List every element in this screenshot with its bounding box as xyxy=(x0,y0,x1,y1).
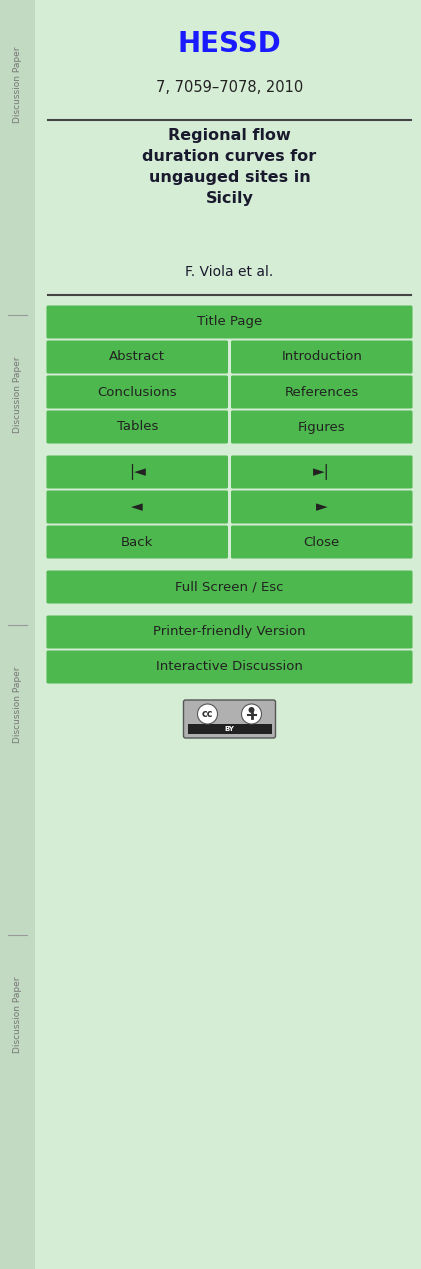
Text: Conclusions: Conclusions xyxy=(97,386,177,398)
Circle shape xyxy=(242,704,261,725)
Text: 7, 7059–7078, 2010: 7, 7059–7078, 2010 xyxy=(156,80,303,95)
FancyBboxPatch shape xyxy=(46,376,228,409)
Text: References: References xyxy=(285,386,359,398)
Text: Discussion Paper: Discussion Paper xyxy=(13,47,22,123)
Circle shape xyxy=(197,704,218,725)
FancyBboxPatch shape xyxy=(46,306,413,339)
FancyBboxPatch shape xyxy=(184,700,275,739)
Text: Back: Back xyxy=(121,536,153,548)
FancyBboxPatch shape xyxy=(231,456,413,489)
Text: Printer-friendly Version: Printer-friendly Version xyxy=(153,626,306,638)
Text: Close: Close xyxy=(304,536,340,548)
Bar xyxy=(187,725,272,733)
FancyBboxPatch shape xyxy=(231,410,413,443)
FancyBboxPatch shape xyxy=(46,651,413,684)
Text: Discussion Paper: Discussion Paper xyxy=(13,357,22,433)
Text: Title Page: Title Page xyxy=(197,316,262,329)
Text: HESSD: HESSD xyxy=(178,30,281,58)
Text: ►: ► xyxy=(316,500,328,514)
Text: Regional flow
duration curves for
ungauged sites in
Sicily: Regional flow duration curves for ungaug… xyxy=(142,128,317,206)
FancyBboxPatch shape xyxy=(46,615,413,648)
Text: Abstract: Abstract xyxy=(109,350,165,363)
Text: Full Screen / Esc: Full Screen / Esc xyxy=(175,580,284,594)
Bar xyxy=(0,0,35,1269)
FancyBboxPatch shape xyxy=(231,525,413,558)
FancyBboxPatch shape xyxy=(46,340,228,373)
FancyBboxPatch shape xyxy=(46,491,228,524)
Text: Discussion Paper: Discussion Paper xyxy=(13,666,22,744)
FancyBboxPatch shape xyxy=(46,456,228,489)
Text: ◄: ◄ xyxy=(131,500,143,514)
FancyBboxPatch shape xyxy=(231,491,413,524)
Text: Tables: Tables xyxy=(117,420,158,434)
FancyBboxPatch shape xyxy=(46,410,228,443)
Text: BY: BY xyxy=(224,726,234,732)
FancyBboxPatch shape xyxy=(231,340,413,373)
Text: Figures: Figures xyxy=(298,420,346,434)
Circle shape xyxy=(248,707,255,713)
Text: |◄: |◄ xyxy=(129,464,146,480)
Text: F. Viola et al.: F. Viola et al. xyxy=(185,265,274,279)
Text: Interactive Discussion: Interactive Discussion xyxy=(156,660,303,674)
FancyBboxPatch shape xyxy=(46,525,228,558)
Text: Introduction: Introduction xyxy=(281,350,362,363)
Text: Discussion Paper: Discussion Paper xyxy=(13,977,22,1053)
FancyBboxPatch shape xyxy=(46,571,413,604)
FancyBboxPatch shape xyxy=(231,376,413,409)
Text: ►|: ►| xyxy=(313,464,330,480)
Text: cc: cc xyxy=(202,709,213,720)
